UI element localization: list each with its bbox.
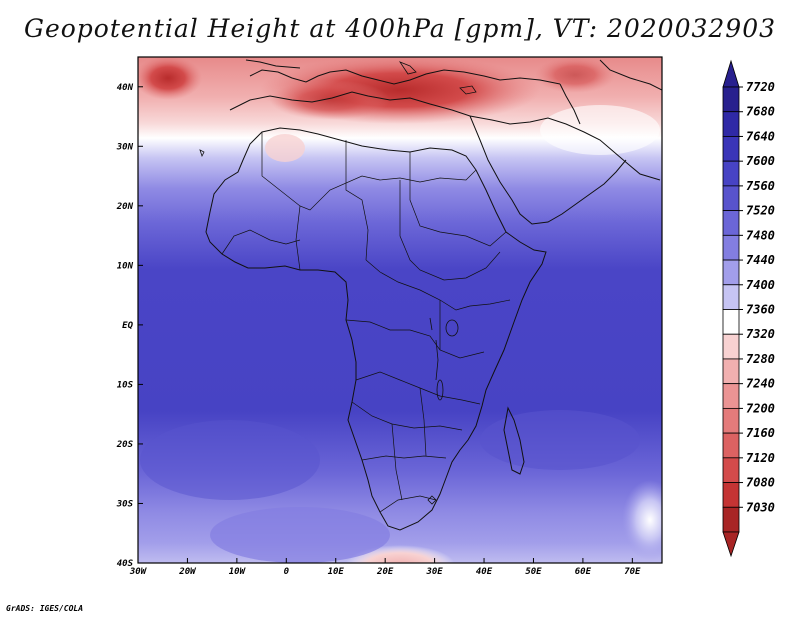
colorbar-label: 7200 xyxy=(746,401,775,415)
x-tick-label: 70E xyxy=(624,567,641,577)
colorbar-label: 7520 xyxy=(746,204,775,218)
colorbar-swatch xyxy=(722,136,740,162)
colorbar-swatch xyxy=(722,284,740,310)
colorbar-swatch xyxy=(722,309,740,335)
colorbar-label: 7240 xyxy=(746,377,775,391)
height-field xyxy=(138,57,662,563)
x-tick-label: 30W xyxy=(129,567,148,577)
x-tick-label: 20W xyxy=(178,567,197,577)
y-axis: 40N 30N 20N 10N EQ 10S 20S 30S 40S xyxy=(116,83,143,569)
grads-credit: GrADS: IGES/COLA xyxy=(6,604,84,613)
colorbar-bottom-arrow xyxy=(722,531,740,558)
y-tick-label: EQ xyxy=(122,321,133,331)
colorbar: 7720 7680 7640 7600 7560 7520 7480 7440 7400 7360… xyxy=(722,59,775,558)
x-tick-label: 40E xyxy=(476,567,493,577)
colorbar-label: 7080 xyxy=(746,476,775,490)
colorbar-swatch xyxy=(722,259,740,286)
x-tick-label: 20E xyxy=(376,567,394,577)
x-tick-label: 30E xyxy=(425,567,443,577)
y-tick-label: 40S xyxy=(117,559,134,569)
colorbar-label: 7640 xyxy=(746,129,775,143)
colorbar-label: 7360 xyxy=(746,303,775,317)
colorbar-swatch xyxy=(722,111,740,137)
colorbar-swatch xyxy=(722,457,740,483)
colorbar-label: 7280 xyxy=(746,352,775,366)
lakes-islands xyxy=(199,61,477,505)
plot-title: Geopotential Height at 400hPa [gpm], VT:… xyxy=(23,14,777,43)
y-tick-label: 10S xyxy=(117,380,134,390)
colorbar-label: 7680 xyxy=(746,105,775,119)
x-axis: 30W 20W 10W 0 10E 20E 30E 40E 50E 60E 70E xyxy=(129,558,641,577)
colorbar-swatch xyxy=(722,210,740,236)
colorbar-label: 7600 xyxy=(746,154,775,168)
country-borders xyxy=(221,132,511,513)
y-tick-label: 30S xyxy=(116,499,134,509)
colorbar-label: 7720 xyxy=(746,80,775,94)
colorbar-label: 7160 xyxy=(746,426,775,440)
colorbar-label: 7320 xyxy=(746,327,775,341)
colorbar-label: 7440 xyxy=(746,253,775,267)
coastlines xyxy=(205,59,662,531)
colorbar-swatch xyxy=(722,333,740,360)
colorbar-swatch xyxy=(722,185,740,212)
x-tick-label: 0 xyxy=(284,567,290,577)
colorbar-label: 7400 xyxy=(746,278,775,292)
x-tick-label: 50E xyxy=(525,567,542,577)
y-tick-label: 40N xyxy=(117,83,134,93)
colorbar-swatch xyxy=(722,506,740,533)
y-tick-label: 20S xyxy=(116,440,134,450)
colorbar-label: 7480 xyxy=(746,228,775,242)
y-tick-label: 20N xyxy=(116,202,134,212)
colorbar-swatch xyxy=(722,482,740,508)
y-tick-label: 10N xyxy=(117,261,134,271)
x-tick-label: 60E xyxy=(575,567,592,577)
colorbar-swatch xyxy=(722,234,740,261)
colorbar-top-arrow xyxy=(722,59,740,88)
colorbar-swatch xyxy=(722,383,740,409)
colorbar-label: 7120 xyxy=(746,451,775,465)
colorbar-swatch xyxy=(722,407,740,434)
colorbar-swatch xyxy=(722,358,740,385)
colorbar-label: 7030 xyxy=(746,500,775,514)
y-tick-label: 30N xyxy=(116,142,134,152)
colorbar-swatch xyxy=(722,160,740,187)
plot-frame xyxy=(137,56,663,564)
colorbar-swatch xyxy=(722,86,740,113)
x-tick-label: 10E xyxy=(328,567,345,577)
colorbar-label: 7560 xyxy=(746,179,775,193)
colorbar-swatch xyxy=(722,432,740,459)
x-tick-label: 10W xyxy=(229,567,247,577)
